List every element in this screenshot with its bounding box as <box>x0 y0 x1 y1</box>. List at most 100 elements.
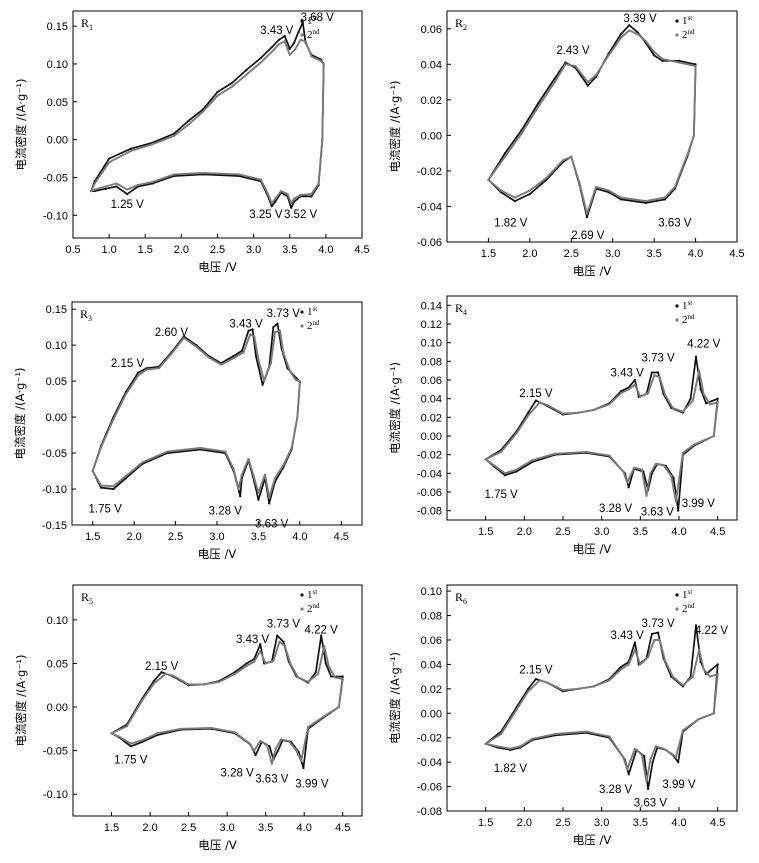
data-point <box>273 477 277 480</box>
data-point <box>302 766 305 770</box>
x-tick-label: 1.0 <box>101 244 116 256</box>
y-tick-label: -0.06 <box>417 782 442 794</box>
data-point <box>663 659 667 662</box>
data-point <box>503 152 507 155</box>
data-point <box>633 747 637 750</box>
data-point <box>519 745 522 748</box>
y-axis-label: 电流密度 /(A·g⁻¹) <box>14 654 28 746</box>
data-point <box>681 451 684 454</box>
peak-label: 3.73 V <box>641 353 675 365</box>
peak-label: 3.43 V <box>229 319 263 331</box>
data-point <box>534 677 538 681</box>
peak-label: 3.28 V <box>221 767 255 779</box>
data-point <box>232 467 235 470</box>
data-point <box>619 665 623 668</box>
data-point <box>527 687 530 690</box>
data-point <box>259 61 262 64</box>
y-tick-label: 0.00 <box>421 708 442 720</box>
y-tick-label: 0.05 <box>47 658 68 670</box>
y-tick-label: 0.10 <box>46 340 67 352</box>
data-point <box>670 752 673 755</box>
data-point <box>239 495 242 498</box>
y-axis-label: 电流密度 /(A·g⁻¹) <box>388 80 402 172</box>
data-point <box>141 698 144 702</box>
data-point <box>650 371 654 374</box>
data-point <box>639 395 642 398</box>
data-point <box>237 487 240 491</box>
data-point <box>172 674 175 677</box>
peak-label: 4.22 V <box>305 624 339 636</box>
y-tick-label: 0.10 <box>47 615 68 627</box>
data-point <box>91 469 94 473</box>
data-point <box>136 183 140 187</box>
y-tick-label: 0.04 <box>421 659 442 671</box>
data-point <box>316 672 320 676</box>
data-point <box>125 725 129 728</box>
data-point <box>233 731 236 734</box>
y-tick-label: 0.00 <box>47 135 68 147</box>
data-point <box>300 759 303 763</box>
data-point <box>124 474 127 478</box>
data-point <box>108 161 111 164</box>
peak-label: 3.63 V <box>641 507 675 519</box>
peak-label: 3.73 V <box>641 618 675 630</box>
data-point <box>626 481 629 484</box>
peak-label: 1.82 V <box>494 763 528 775</box>
data-point <box>627 663 630 666</box>
data-point <box>689 397 692 400</box>
data-point <box>608 679 611 682</box>
y-tick-label: 0.10 <box>421 586 442 598</box>
data-point <box>658 376 661 379</box>
data-point <box>210 726 213 730</box>
data-point <box>697 718 700 721</box>
x-tick-label: 1.5 <box>478 526 493 538</box>
plot-frame <box>446 584 738 812</box>
x-tick-label: 4.0 <box>671 526 686 538</box>
x-tick-label: 4.0 <box>671 817 686 829</box>
data-point <box>513 196 517 199</box>
data-point <box>534 399 538 402</box>
data-point <box>257 498 260 501</box>
data-point <box>657 371 660 374</box>
data-point <box>110 732 113 735</box>
data-point <box>628 29 631 32</box>
data-point <box>677 509 680 512</box>
series-markers-1 <box>484 355 719 512</box>
x-tick-label: 2.0 <box>142 822 157 834</box>
data-point <box>530 459 534 462</box>
data-point <box>592 685 596 688</box>
data-point <box>322 62 325 66</box>
data-point <box>585 216 589 219</box>
data-point <box>515 708 518 711</box>
data-point <box>622 470 625 473</box>
data-point <box>287 739 290 743</box>
data-point <box>272 659 275 662</box>
peak-label: 3.28 V <box>599 784 633 796</box>
legend-entry: 2nd <box>307 602 320 615</box>
data-point <box>619 668 623 671</box>
data-point <box>310 195 313 198</box>
x-tick-label: 1.5 <box>138 244 153 256</box>
data-point <box>694 63 697 66</box>
data-point <box>259 739 262 743</box>
y-tick-label: 0.10 <box>47 59 68 71</box>
data-point <box>126 193 129 196</box>
data-point <box>304 40 307 43</box>
data-point <box>247 457 250 460</box>
data-point <box>274 747 277 750</box>
data-point <box>513 200 517 203</box>
chart-panel-r6: 1.5 2.0 2.5 3.0 3.5 4.0 4.5 -0.08 -0.06 -0.04 -0.0… <box>388 584 738 847</box>
peak-label: 3.43 V <box>260 25 294 37</box>
data-point <box>93 188 96 191</box>
data-point <box>704 402 708 405</box>
x-tick-label: 3.5 <box>258 822 273 834</box>
data-point <box>538 401 541 404</box>
data-point <box>299 38 302 41</box>
x-tick-label: 2.5 <box>555 526 570 538</box>
legend-marker <box>300 593 304 597</box>
data-point <box>330 675 333 678</box>
data-point <box>257 491 260 494</box>
chart-panel-r3: 1.5 2.0 2.5 3.0 3.5 4.0 4.5 -0.15 -0.10 -0.05 0.00… <box>13 301 363 561</box>
data-point <box>545 176 548 180</box>
series-line-2 <box>90 38 325 205</box>
